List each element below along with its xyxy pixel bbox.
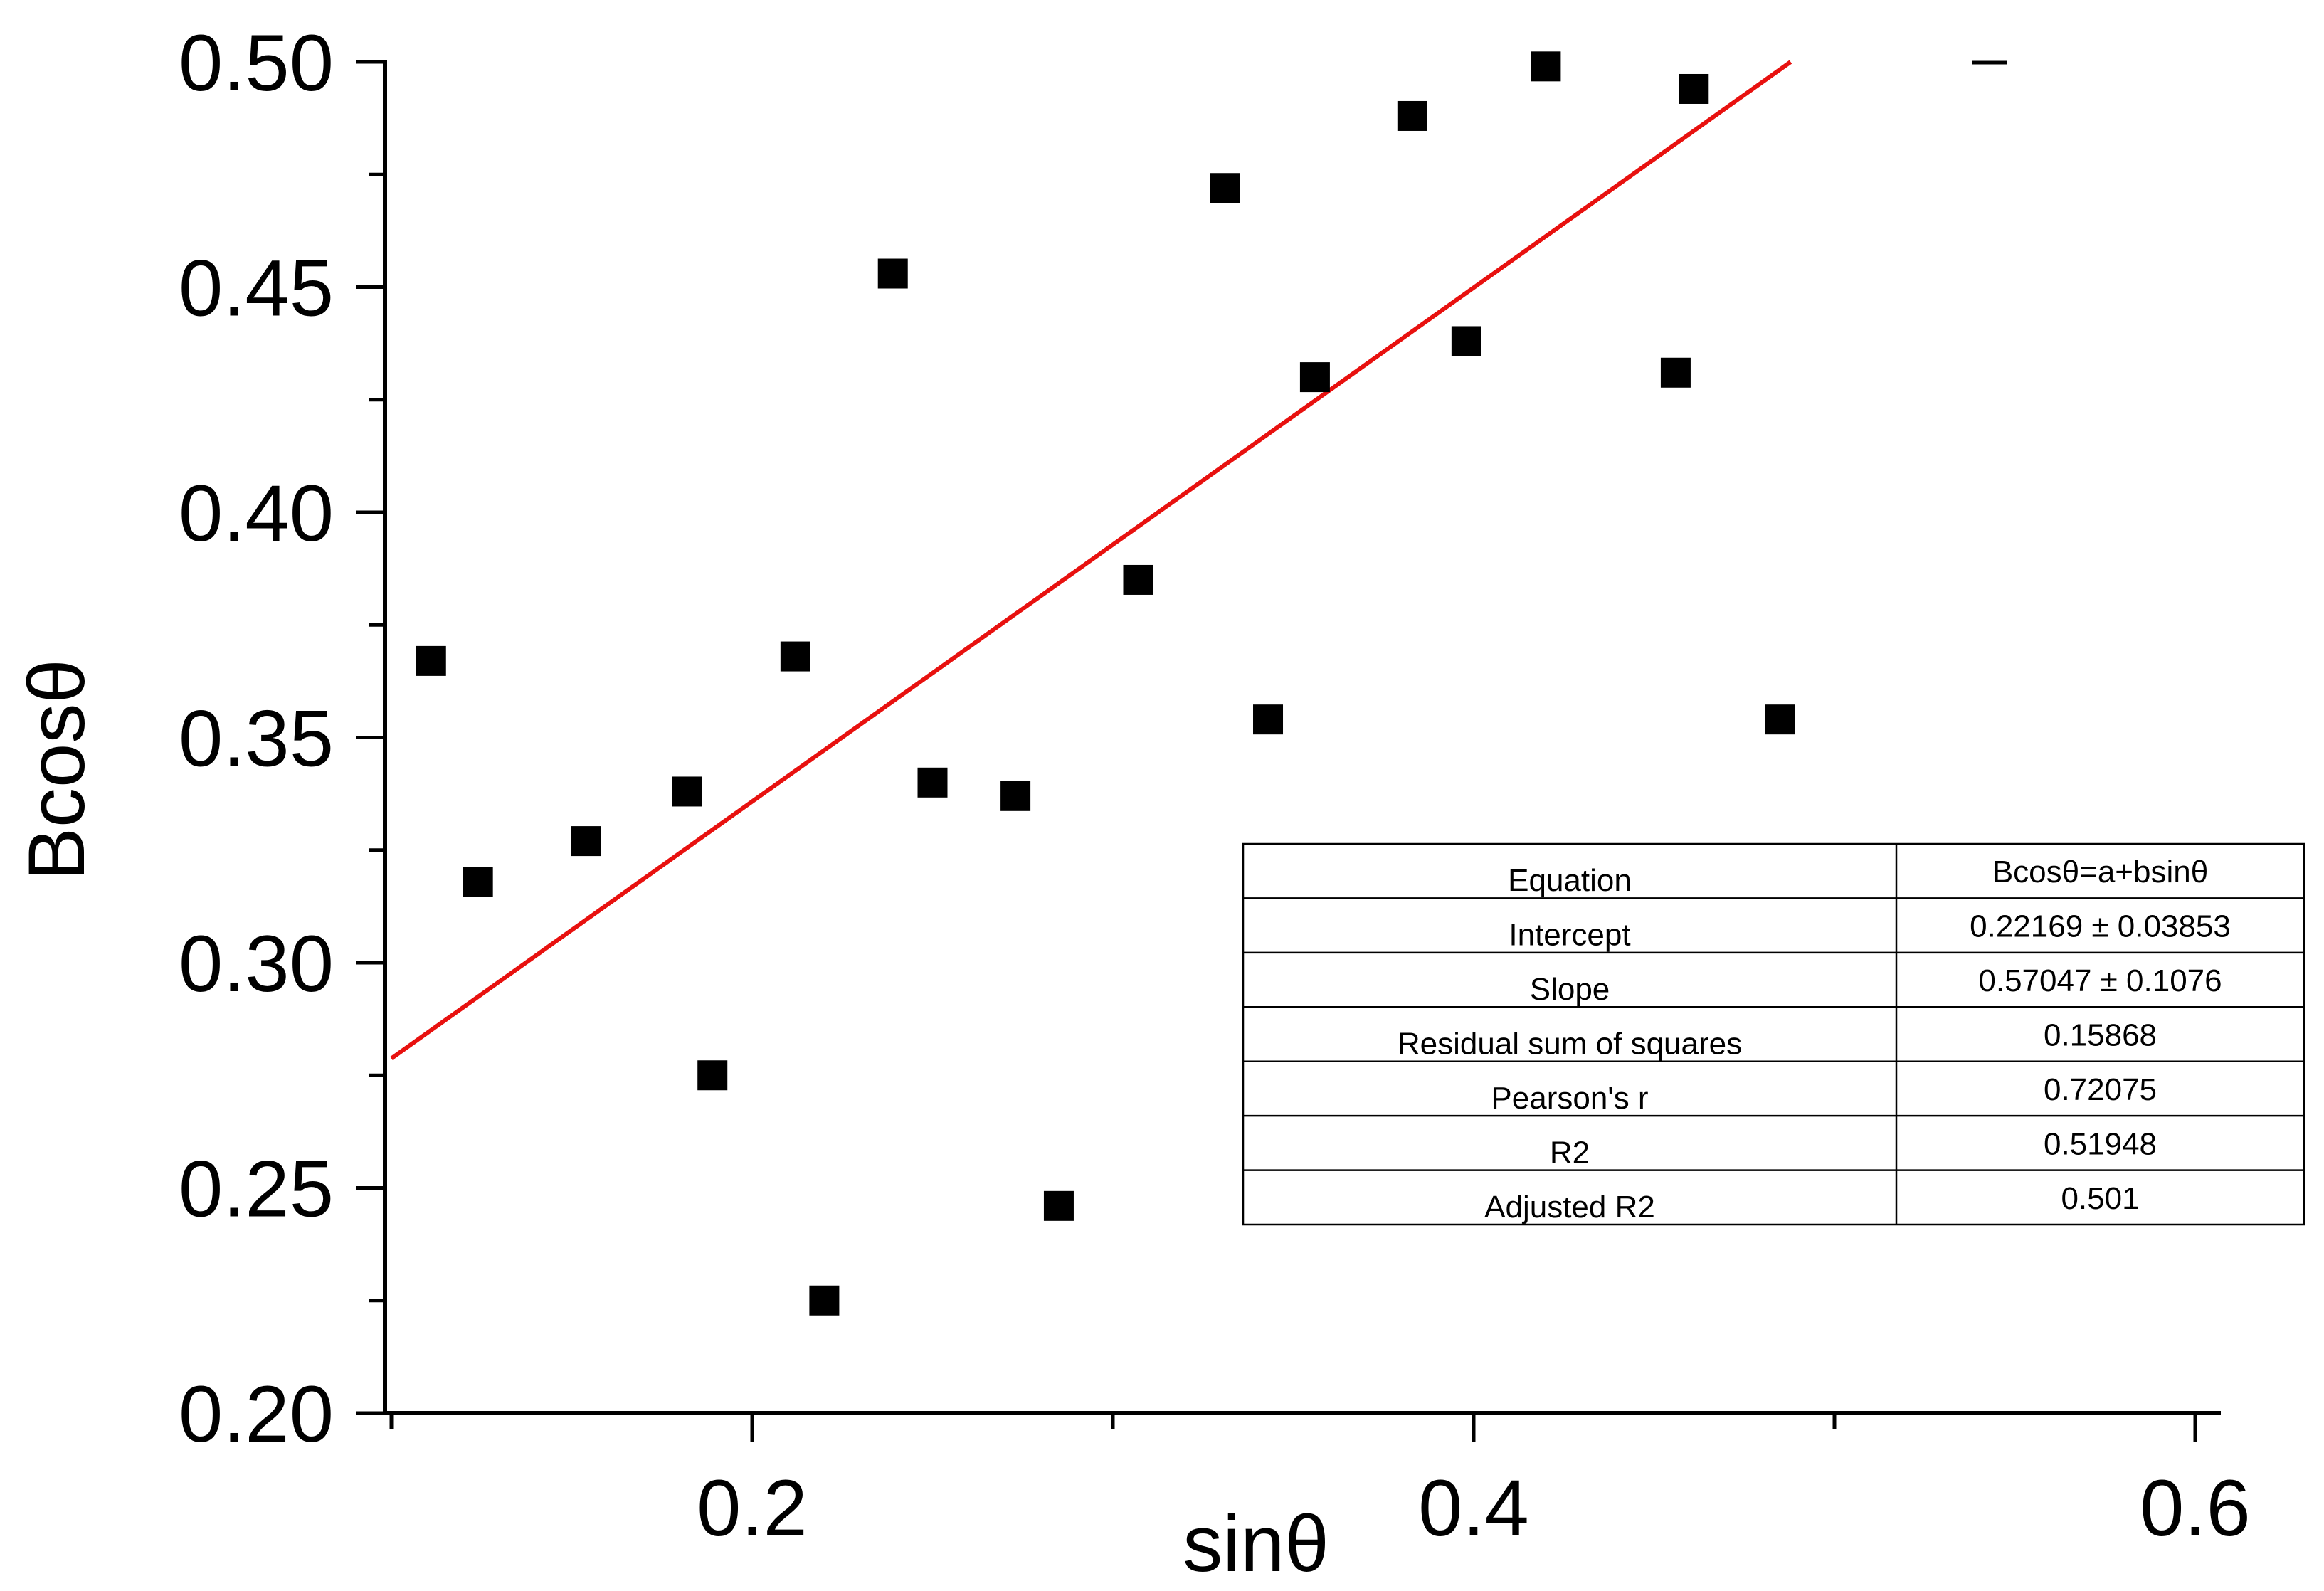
data-point	[672, 776, 702, 807]
y-tick-label: 0.30	[179, 919, 334, 1008]
stats-row-label: R2	[1550, 1135, 1590, 1170]
data-point	[1765, 704, 1795, 735]
data-point	[1397, 100, 1427, 131]
stats-row-value: 0.57047 ± 0.1076	[1978, 963, 2222, 998]
data-point	[1210, 173, 1240, 204]
data-point	[1123, 564, 1153, 595]
linear-fit-line	[390, 60, 1792, 1061]
data-point	[1531, 51, 1561, 82]
data-point	[780, 641, 810, 672]
stats-row-value: 0.51948	[2044, 1126, 2157, 1161]
data-point	[877, 258, 908, 289]
x-tick-label: 0.2	[697, 1464, 808, 1553]
data-point	[1660, 357, 1691, 388]
y-tick-label: 0.25	[179, 1145, 334, 1234]
x-tick-label: 0.4	[1418, 1464, 1529, 1553]
data-point	[809, 1285, 840, 1316]
data-point	[1451, 326, 1481, 356]
stats-table-border	[1242, 842, 2305, 1226]
data-point	[571, 826, 601, 857]
stats-row-value: 0.22169 ± 0.03853	[1970, 909, 2231, 944]
stats-row-value: 0.72075	[2044, 1072, 2157, 1107]
axes-layer: 0.20 0.25 0.30 0.35 0.40 0.45 0.50 0.2 0.4 0.6	[179, 18, 2251, 1553]
stats-row-value: 0.15868	[2044, 1018, 2157, 1053]
stats-row-value: 0.501	[2061, 1181, 2139, 1216]
data-point	[1253, 704, 1284, 735]
y-tick-label: 0.35	[179, 694, 334, 783]
x-tick-label: 0.6	[2140, 1464, 2251, 1553]
data-point	[1043, 1190, 1074, 1221]
stats-row-label: Slope	[1530, 972, 1610, 1007]
y-tick-label: 0.40	[179, 469, 334, 558]
stats-row-label: Intercept	[1509, 918, 1630, 953]
data-point	[1000, 781, 1031, 811]
stats-row-label: Adjusted R2	[1484, 1190, 1655, 1225]
stats-row-label: Residual sum of squares	[1398, 1027, 1742, 1062]
y-tick-label: 0.20	[179, 1370, 334, 1459]
stats-table: Equation Bcosθ=a+bsinθ Intercept 0.22169 ± …	[1242, 842, 2305, 1226]
data-point	[697, 1060, 728, 1091]
x-axis-title: sinθ	[1183, 1499, 1329, 1587]
stats-row-label: Equation	[1508, 863, 1632, 898]
points-layer	[416, 51, 1795, 1316]
data-point	[1299, 362, 1330, 393]
data-point	[463, 867, 493, 897]
data-point	[917, 767, 948, 798]
data-point	[416, 645, 446, 676]
data-point	[1679, 73, 1709, 104]
stats-row-value: Bcosθ=a+bsinθ	[1992, 855, 2208, 889]
fit-line-layer	[390, 60, 1792, 1061]
y-tick-label: 0.50	[179, 18, 334, 107]
y-tick-label: 0.45	[179, 244, 334, 333]
stats-row-label: Pearson's r	[1491, 1081, 1648, 1116]
y-axis-title: Bcosθ	[12, 659, 101, 880]
